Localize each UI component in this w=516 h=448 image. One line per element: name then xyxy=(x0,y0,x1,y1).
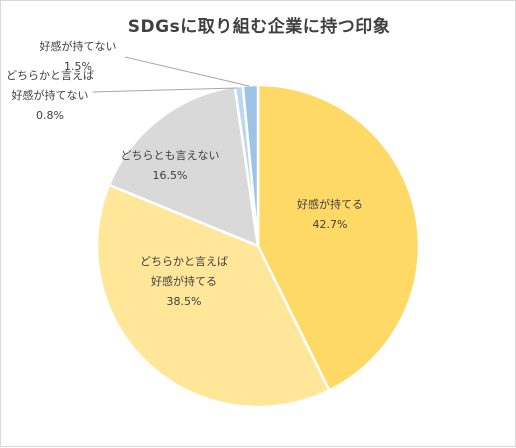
data-label-1-1: 好感が持てる xyxy=(151,274,217,288)
data-label-3-2: 0.8% xyxy=(36,109,64,122)
data-label-1-2: 38.5% xyxy=(167,295,202,308)
data-label-4-0: 好感が持てない xyxy=(40,39,117,53)
leader-line-4 xyxy=(124,56,250,87)
pie-slice-1 xyxy=(95,183,331,409)
leader-line-3 xyxy=(92,87,238,93)
data-label-2-0: どちらとも言えない xyxy=(121,149,220,162)
data-label-1-0: どちらかと言えば xyxy=(140,255,228,268)
data-label-2-1: 16.5% xyxy=(153,169,188,182)
pie-slice-0 xyxy=(256,83,421,393)
pie-slice-2 xyxy=(107,85,260,248)
data-label-3-1: 好感が持てない xyxy=(12,88,89,102)
chart-title: SDGsに取り組む企業に持つ印象 xyxy=(127,17,391,37)
pie-slice-4 xyxy=(241,83,260,247)
data-label-4-1: 1.5% xyxy=(64,60,92,73)
data-label-0-0: 好感が持てる xyxy=(297,197,363,211)
data-label-0-1: 42.7% xyxy=(313,218,348,231)
data-label-3-0: どちらかと言えば xyxy=(6,69,94,82)
